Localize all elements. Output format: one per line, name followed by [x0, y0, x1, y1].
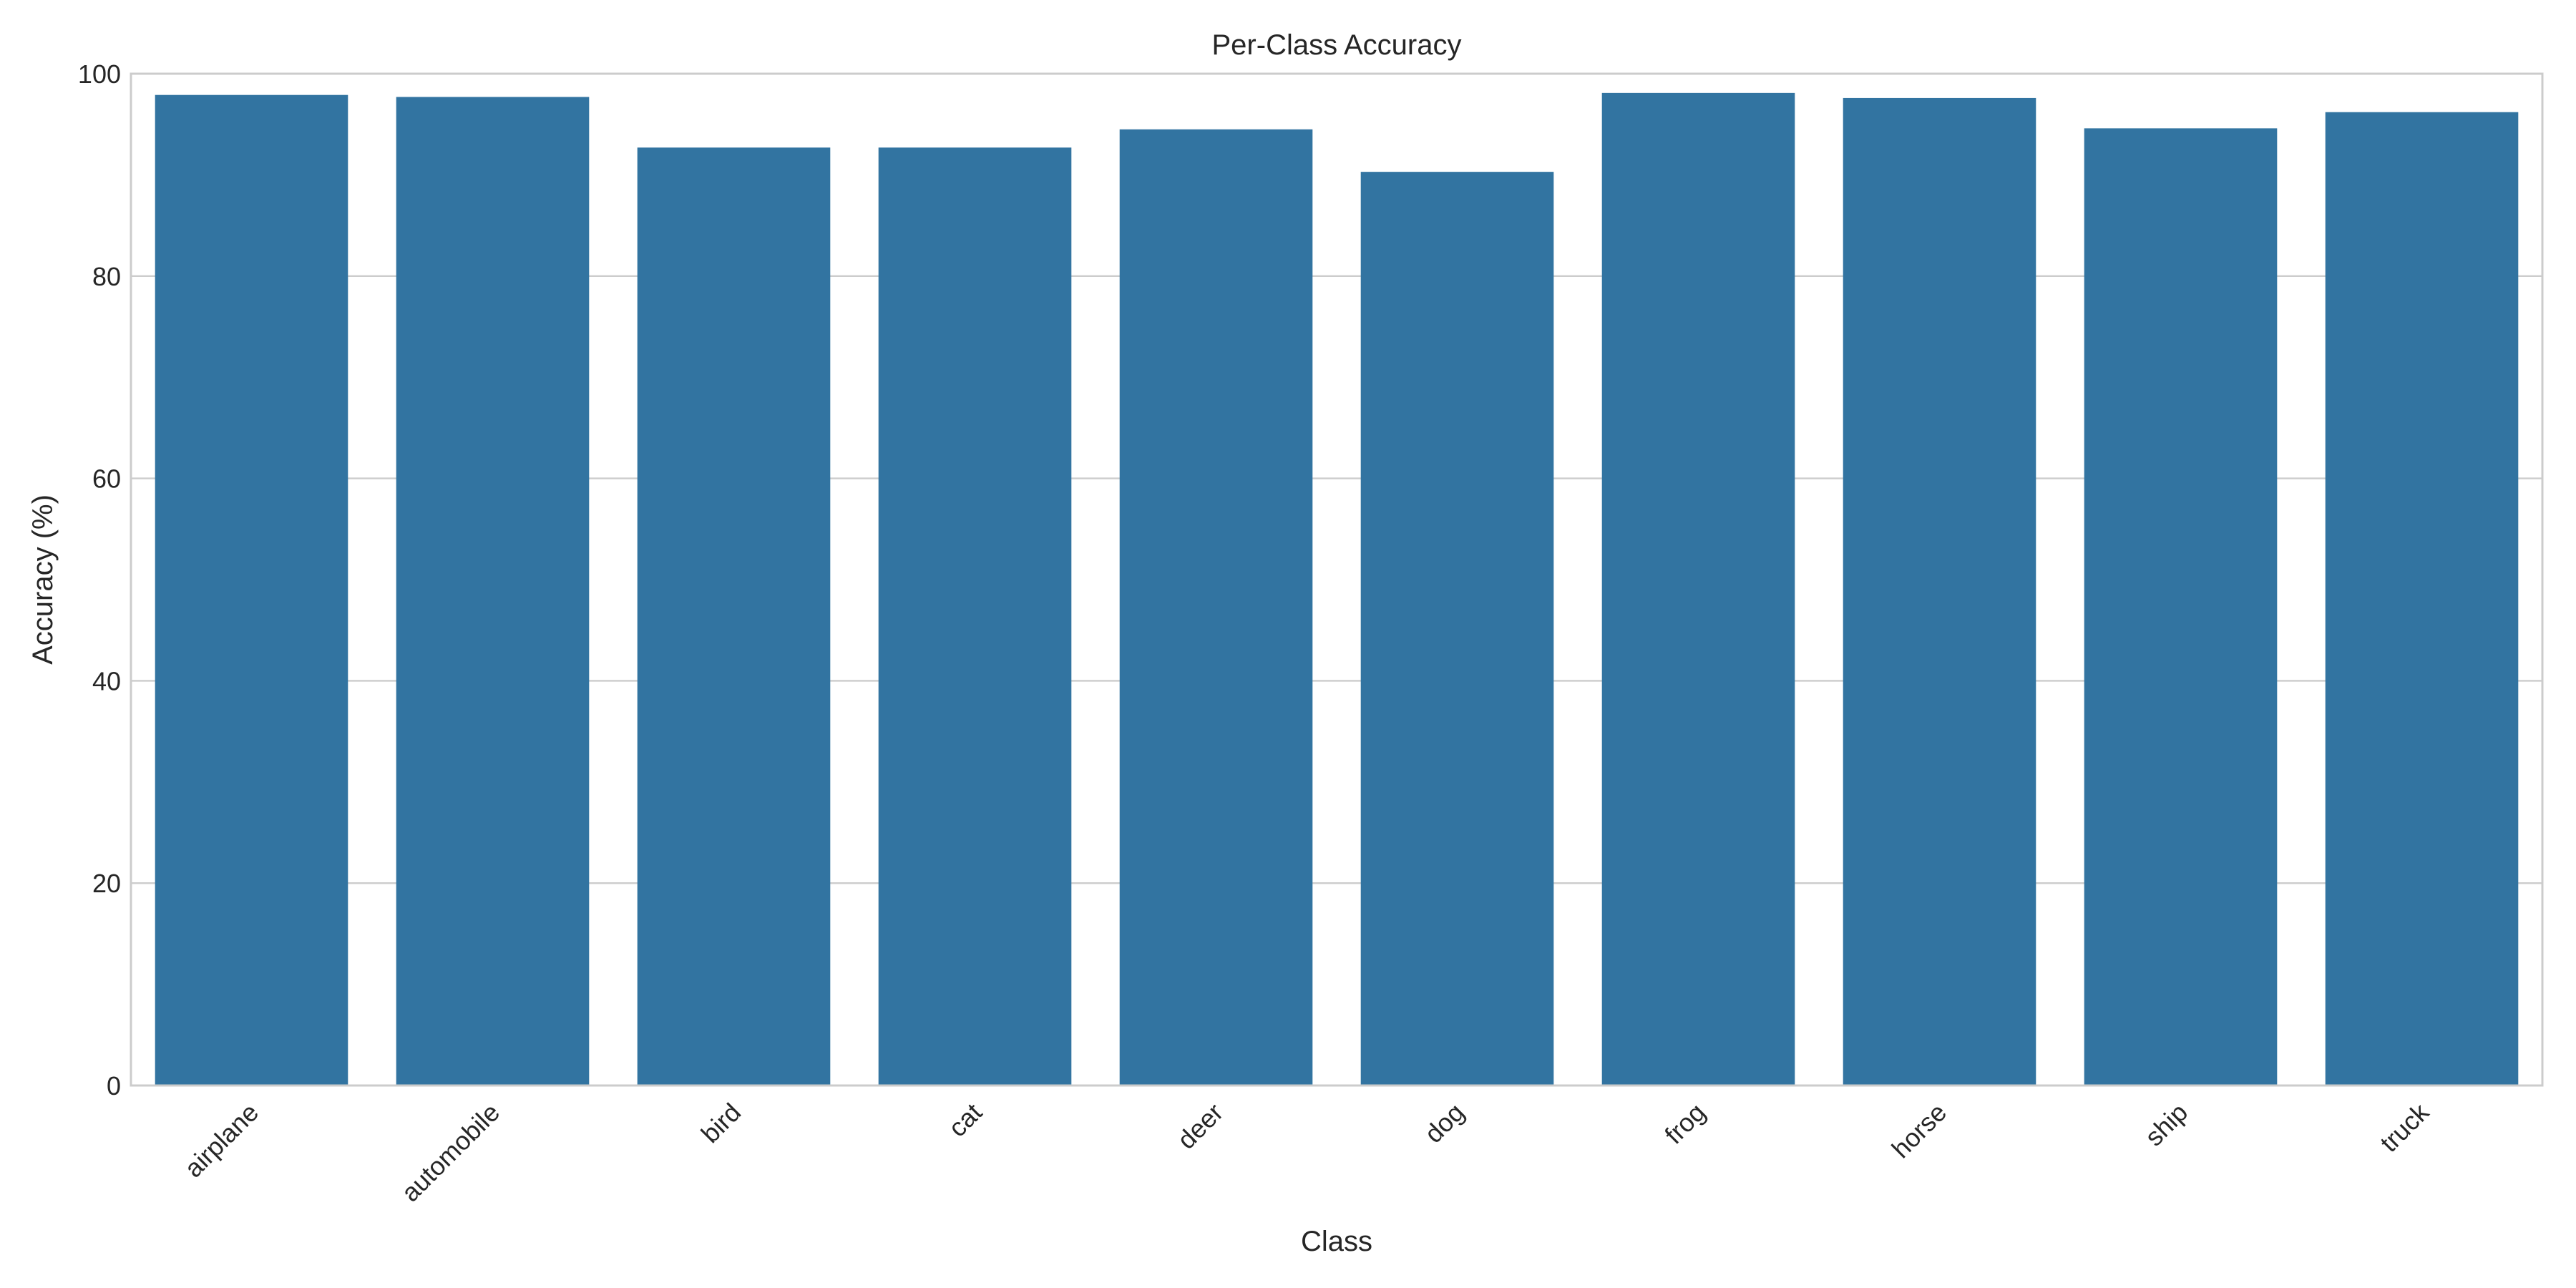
bar-truck — [2325, 112, 2519, 1086]
bar-ship — [2084, 128, 2278, 1086]
y-axis-label: Accuracy (%) — [27, 494, 59, 665]
bar-dog — [1360, 172, 1554, 1086]
y-tick-label: 80 — [92, 262, 121, 291]
bar-horse — [1843, 97, 2036, 1085]
y-tick-label: 20 — [92, 869, 121, 898]
bar-airplane — [155, 94, 348, 1086]
y-tick-label: 40 — [92, 666, 121, 696]
chart-title: Per-Class Accuracy — [1212, 29, 1462, 61]
bars — [155, 92, 2519, 1086]
y-tick-labels: 0 20 40 60 80 100 — [78, 59, 121, 1101]
bar-automobile — [396, 97, 590, 1086]
bar-bird — [637, 147, 831, 1085]
plot-frame — [130, 72, 2544, 1087]
bar-frog — [1601, 92, 1795, 1086]
bar-deer — [1119, 129, 1313, 1085]
x-axis-label: Class — [1301, 1226, 1372, 1257]
y-tick-label: 60 — [92, 464, 121, 494]
y-tick-label: 100 — [78, 59, 121, 89]
y-tick-label: 0 — [107, 1071, 121, 1101]
bar-cat — [878, 147, 1072, 1085]
